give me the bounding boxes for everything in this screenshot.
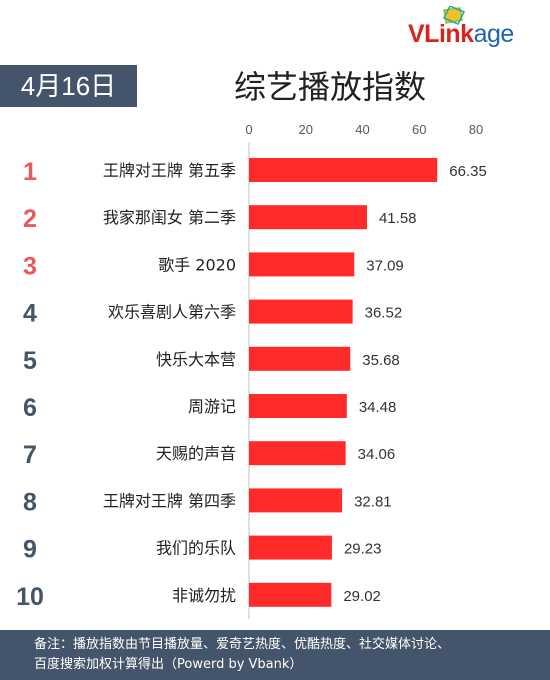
logo-text: VLinkage: [408, 20, 514, 48]
bar: [249, 252, 355, 277]
category-label: 歌手 2020: [158, 255, 236, 274]
category-label: 王牌对王牌 第四季: [103, 491, 236, 510]
category-label: 王牌对王牌 第五季: [103, 161, 236, 180]
x-tick-label: 80: [469, 122, 483, 137]
value-label: 66.35: [449, 163, 487, 180]
category-label: 天赐的声音: [156, 444, 236, 463]
rank-label: 9: [23, 536, 37, 564]
rank-label: 4: [23, 300, 37, 328]
vlinkage-logo: VLinkage: [408, 6, 538, 56]
bar: [249, 205, 367, 230]
rank-label: 6: [23, 394, 37, 422]
footer-line-2: 百度搜索加权计算得出（Powerd by Vbank）: [34, 657, 303, 672]
chart-title: 综艺播放指数: [233, 68, 426, 106]
rank-label: 7: [23, 441, 37, 469]
value-label: 37.09: [366, 257, 404, 274]
value-label: 36.52: [365, 305, 403, 322]
rank-label: 10: [16, 583, 44, 611]
logo-mark-icon: [442, 6, 466, 25]
rank-label: 5: [23, 347, 37, 375]
x-tick-label: 0: [245, 122, 252, 137]
bar: [249, 488, 343, 513]
value-label: 29.02: [343, 588, 381, 605]
category-label: 我们的乐队: [156, 539, 236, 558]
value-label: 35.68: [362, 352, 400, 369]
rank-label: 1: [23, 158, 37, 186]
rank-label: 2: [23, 205, 37, 233]
bar: [249, 441, 346, 466]
bar: [249, 299, 353, 324]
value-label: 29.23: [344, 541, 382, 558]
bar: [249, 346, 351, 371]
category-label: 欢乐喜剧人第六季: [108, 303, 236, 322]
category-label: 非诚勿扰: [172, 586, 236, 605]
x-tick-label: 60: [412, 122, 426, 137]
value-label: 34.06: [358, 446, 396, 463]
rank-label: 8: [23, 488, 37, 516]
date-badge: 4月16日: [0, 65, 137, 107]
x-tick-label: 20: [299, 122, 313, 137]
bar-chart: 0 20 40 60 80 1 王牌对王牌 第五季 66.35 2 我家那闺女 第二季 41.58 3…: [16, 122, 487, 619]
x-tick-label: 40: [355, 122, 369, 137]
bar: [249, 582, 332, 607]
bar: [249, 158, 438, 182]
footer-note: 备注：播放指数由节目播放量、爱奇艺热度、优酷热度、社交媒体讨论、 百度搜索加权计…: [0, 630, 550, 680]
bar: [249, 394, 347, 418]
value-label: 41.58: [379, 210, 417, 227]
category-label: 周游记: [188, 397, 236, 416]
category-label: 快乐大本营: [156, 350, 236, 369]
value-label: 32.81: [354, 493, 392, 510]
rank-label: 3: [23, 252, 37, 280]
bar: [249, 535, 332, 560]
footer-line-1: 备注：播放指数由节目播放量、爱奇艺热度、优酷热度、社交媒体讨论、: [34, 637, 451, 652]
category-label: 我家那闺女 第二季: [103, 208, 236, 227]
value-label: 34.48: [359, 399, 397, 416]
